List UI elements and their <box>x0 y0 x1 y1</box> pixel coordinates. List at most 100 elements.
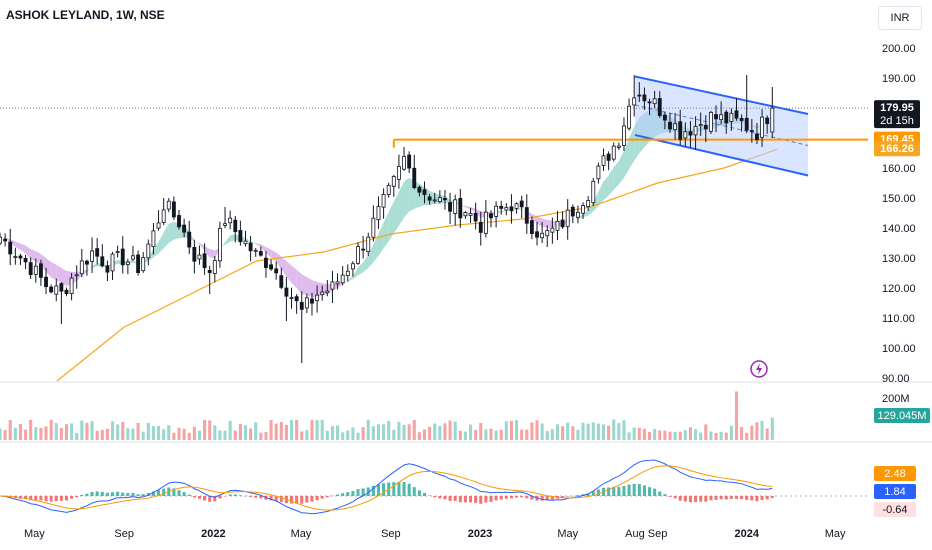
volume-bar <box>407 424 411 440</box>
cloud-segment <box>598 181 604 207</box>
time-axis-label: 2023 <box>468 528 492 540</box>
candle-body <box>596 165 601 180</box>
candle <box>662 112 667 130</box>
candle <box>376 196 381 229</box>
candle-body <box>693 125 698 136</box>
volume-bar <box>653 428 657 440</box>
candle-body <box>611 145 616 160</box>
volume-bar <box>269 419 273 440</box>
candle <box>258 246 263 257</box>
candle <box>136 250 141 276</box>
candle <box>212 256 217 283</box>
candle <box>453 194 458 226</box>
price-label-text: 179.95 <box>880 102 914 114</box>
price-tick-label: 190.00 <box>882 73 916 85</box>
volume-bar <box>755 422 759 440</box>
time-axis-label: Aug <box>625 528 645 540</box>
macd-histogram-bar <box>596 489 600 496</box>
volume-bar <box>325 430 329 440</box>
currency-selector[interactable]: INR <box>878 6 922 30</box>
candle-body <box>688 131 693 136</box>
macd-histogram-bar <box>520 496 524 498</box>
candle-body <box>417 186 422 193</box>
candle <box>115 245 120 258</box>
time-axis-label: Sep <box>114 528 134 540</box>
volume-bar <box>509 420 513 440</box>
macd-histogram-bar <box>417 490 421 496</box>
macd-histogram-bar <box>561 496 565 499</box>
macd-histogram-bar <box>545 496 549 501</box>
candle-body <box>120 248 125 266</box>
volume-bar <box>694 429 698 440</box>
macd-histogram-bar <box>397 482 401 496</box>
candle-body <box>483 211 488 234</box>
volume-bar <box>192 426 196 440</box>
candle-body <box>499 205 504 209</box>
macd-histogram-bar <box>243 495 248 497</box>
macd-histogram-bar <box>530 496 534 500</box>
volume-bar <box>530 422 534 440</box>
candle <box>299 291 304 363</box>
macd-histogram-bar <box>658 491 662 496</box>
candle <box>734 98 739 121</box>
candle <box>386 182 391 198</box>
candle <box>177 210 181 230</box>
macd-signal-line <box>0 465 773 511</box>
candle-body <box>141 257 146 272</box>
price-tick-label: 150.00 <box>882 193 916 205</box>
volume-bar <box>484 429 488 440</box>
candle <box>601 148 606 171</box>
macd-histogram-bar <box>259 496 263 499</box>
candle <box>417 185 422 197</box>
candle <box>315 285 320 313</box>
candle <box>744 75 749 134</box>
volume-bar <box>729 425 733 440</box>
cloud-segment <box>92 263 98 268</box>
candle <box>345 264 350 282</box>
candle-body <box>325 290 330 294</box>
candle <box>44 267 48 295</box>
volume-bars <box>0 391 774 440</box>
lightning-bolt-icon[interactable] <box>750 360 768 378</box>
candle-body <box>719 114 724 121</box>
candle <box>74 265 79 289</box>
candle <box>443 190 447 210</box>
candle-body <box>187 231 192 248</box>
volume-bar <box>238 423 242 440</box>
macd-histogram-bar <box>208 496 212 502</box>
candle-body <box>310 298 314 304</box>
candle <box>182 218 187 238</box>
macd-histogram-bar <box>734 496 739 499</box>
candle-body <box>110 253 115 272</box>
candle-body <box>366 236 371 253</box>
candle-body <box>765 117 770 124</box>
candle <box>264 251 268 278</box>
candle <box>586 196 591 212</box>
volume-bar <box>596 423 600 440</box>
volume-bar <box>172 432 176 440</box>
volume-bar <box>279 421 283 440</box>
macd-histogram-bar <box>673 496 677 499</box>
volume-bar <box>765 428 769 440</box>
volume-bar <box>474 429 478 440</box>
macd-histogram-bar <box>729 496 733 499</box>
price-label-bg <box>874 100 920 129</box>
macd-histogram-bar <box>336 494 340 496</box>
candle-body <box>514 203 519 209</box>
macd-histogram-bar <box>341 493 345 496</box>
candle-body <box>54 285 59 295</box>
candle-body <box>529 220 534 234</box>
candle-body <box>698 124 703 127</box>
candle-body <box>44 276 48 288</box>
candle <box>151 223 156 255</box>
candle <box>33 258 38 283</box>
cloud-segment <box>25 245 31 260</box>
candle <box>141 252 146 273</box>
volume-bar <box>397 421 401 440</box>
cloud-segment <box>301 274 307 296</box>
candle <box>330 270 335 303</box>
cloud-segment <box>286 261 292 283</box>
cloud-segment <box>613 161 619 190</box>
volume-bar <box>3 430 7 440</box>
